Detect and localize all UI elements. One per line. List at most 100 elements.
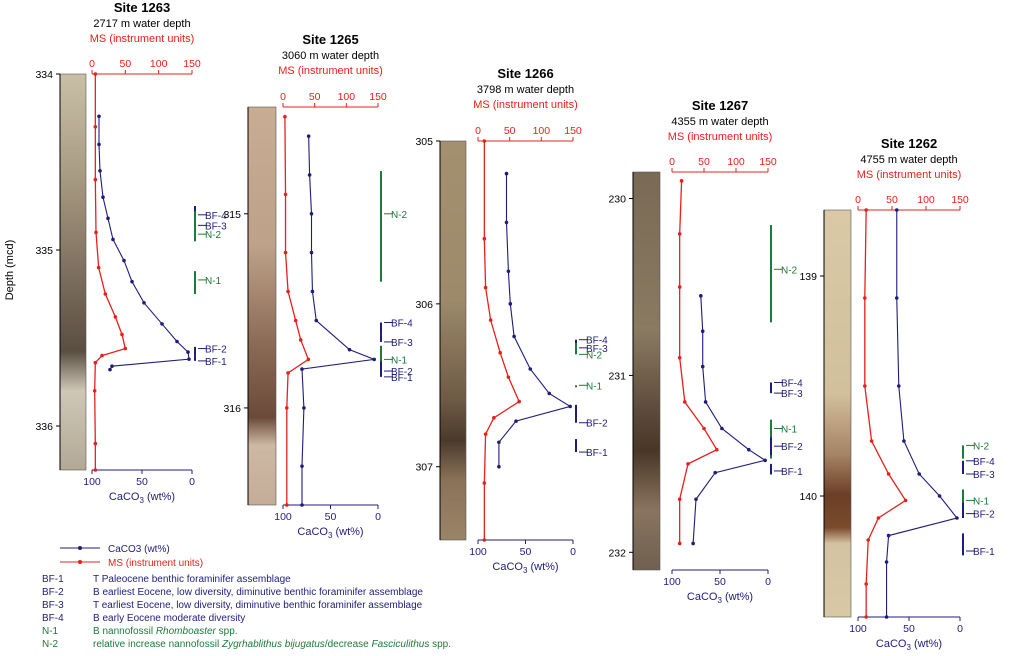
ms-point: [103, 292, 108, 296]
ms-point: [863, 296, 867, 300]
caco3-tick-label: 0: [765, 576, 771, 588]
caco3-point: [347, 347, 352, 352]
ms-point: [286, 371, 290, 375]
ms-point: [93, 177, 98, 182]
depth-tick-label: 335: [35, 245, 53, 257]
legend-description: T Paleocene benthic foraminifer assembla…: [93, 574, 291, 585]
caco3-axis-label: CaCO3 (wt%): [109, 491, 175, 505]
ms-point: [488, 318, 493, 322]
caco3-point: [97, 114, 101, 119]
caco3-point: [902, 439, 906, 443]
ms-point: [94, 230, 98, 235]
legend-caco3-point: [78, 546, 82, 550]
site-title: Site 1263: [114, 0, 170, 15]
depth-tick-label: 305: [415, 136, 433, 148]
legend-code: N-1: [42, 626, 59, 637]
ms-tick-label: 100: [150, 58, 168, 70]
ms-point: [482, 139, 487, 143]
marker-label: BF-3: [205, 221, 227, 232]
caco3-point: [884, 560, 889, 564]
ms-tick-label: 0: [89, 58, 95, 70]
caco3-point: [497, 440, 501, 445]
marker-label: BF-4: [781, 378, 803, 389]
ms-point: [283, 250, 288, 255]
caco3-axis-label: CaCO3 (wt%): [876, 638, 942, 652]
caco3-tick-label: 50: [136, 476, 148, 488]
caco3-point: [142, 301, 146, 305]
legend-code: BF-3: [42, 600, 64, 611]
caco3-point: [897, 384, 901, 388]
ms-axis-label: MS (instrument units): [90, 33, 195, 45]
marker-label: BF-1: [973, 547, 995, 558]
ms-point: [93, 360, 98, 365]
ms-point: [483, 432, 488, 436]
ms-point: [677, 285, 682, 289]
depth-tick-label: 231: [608, 370, 626, 382]
caco3-point: [917, 472, 921, 476]
caco3-point: [884, 615, 889, 619]
ms-series-line: [864, 209, 907, 617]
ms-point: [285, 406, 289, 410]
caco3-point: [306, 134, 311, 138]
caco3-point: [504, 220, 509, 225]
marker-label: BF-3: [781, 389, 803, 400]
legend-description: relative increase nannofossil Zygrhablit…: [93, 639, 451, 650]
caco3-point: [97, 142, 101, 147]
ms-point: [306, 357, 311, 362]
marker-label: N-2: [781, 265, 798, 276]
site-panels: Site 1263 2717 m water depth MS (instrumen…: [35, 0, 995, 652]
ms-point: [482, 236, 487, 241]
legend-code: N-2: [42, 639, 59, 650]
ms-tick-label: 150: [183, 58, 201, 70]
panel-site-1262: Site 1262 4755 m water depth MS (instrumen…: [799, 136, 995, 652]
caco3-tick-label: 0: [375, 511, 381, 523]
caco3-axis-label: CaCO3 (wt%): [297, 526, 363, 540]
depth-tick-label: 306: [415, 299, 433, 311]
caco3-point: [700, 364, 705, 369]
marker-label: N-1: [586, 381, 603, 392]
ms-axis-label: MS (instrument units): [668, 131, 773, 143]
caco3-point: [300, 503, 304, 507]
legend-description: B early Eocene moderate diversity: [93, 613, 245, 624]
ms-point: [96, 265, 101, 270]
caco3-point: [508, 302, 513, 306]
ms-point: [517, 399, 521, 404]
ms-point: [286, 289, 290, 294]
ms-point: [120, 332, 124, 337]
depth-tick-label: 334: [35, 69, 53, 81]
caco3-point: [504, 171, 509, 176]
water-depth-label: 2717 m water depth: [93, 18, 190, 30]
caco3-point: [700, 329, 705, 334]
ms-point: [93, 72, 98, 76]
ms-tick-label: 100: [727, 156, 745, 168]
depth-tick-label: 230: [608, 194, 626, 206]
ms-point: [876, 516, 881, 520]
caco3-point: [98, 169, 102, 173]
marker-label: BF-1: [781, 467, 803, 478]
marker-label: BF-4: [973, 457, 995, 468]
ms-axis-label: MS (instrument units): [857, 169, 962, 181]
caco3-tick-label: 100: [274, 511, 292, 523]
ms-tick-label: 50: [119, 58, 131, 70]
water-depth-label: 3060 m water depth: [282, 50, 379, 62]
caco3-tick-label: 50: [520, 546, 532, 558]
ms-point: [903, 498, 908, 503]
ms-tick-label: 0: [669, 156, 675, 168]
marker-label: BF-3: [586, 344, 608, 355]
caco3-point: [122, 258, 126, 263]
marker-label: N-2: [205, 230, 222, 241]
depth-tick-label: 307: [415, 462, 433, 474]
caco3-point: [514, 419, 518, 423]
ms-point: [677, 355, 682, 360]
ms-tick-label: 100: [917, 194, 935, 206]
panel-site-1263: Site 1263 2717 m water depth MS (instrumen…: [35, 0, 227, 505]
caco3-tick-label: 50: [325, 511, 337, 523]
depth-tick-label: 232: [608, 547, 626, 559]
caco3-point: [894, 208, 899, 212]
legend-description: B earliest Eocene, low diversity, diminu…: [93, 587, 423, 598]
marker-label: N-1: [205, 276, 222, 287]
marker-label: N-2: [391, 210, 408, 221]
core-photo: [439, 140, 467, 541]
ms-point: [113, 315, 118, 319]
caco3-point: [713, 470, 717, 475]
